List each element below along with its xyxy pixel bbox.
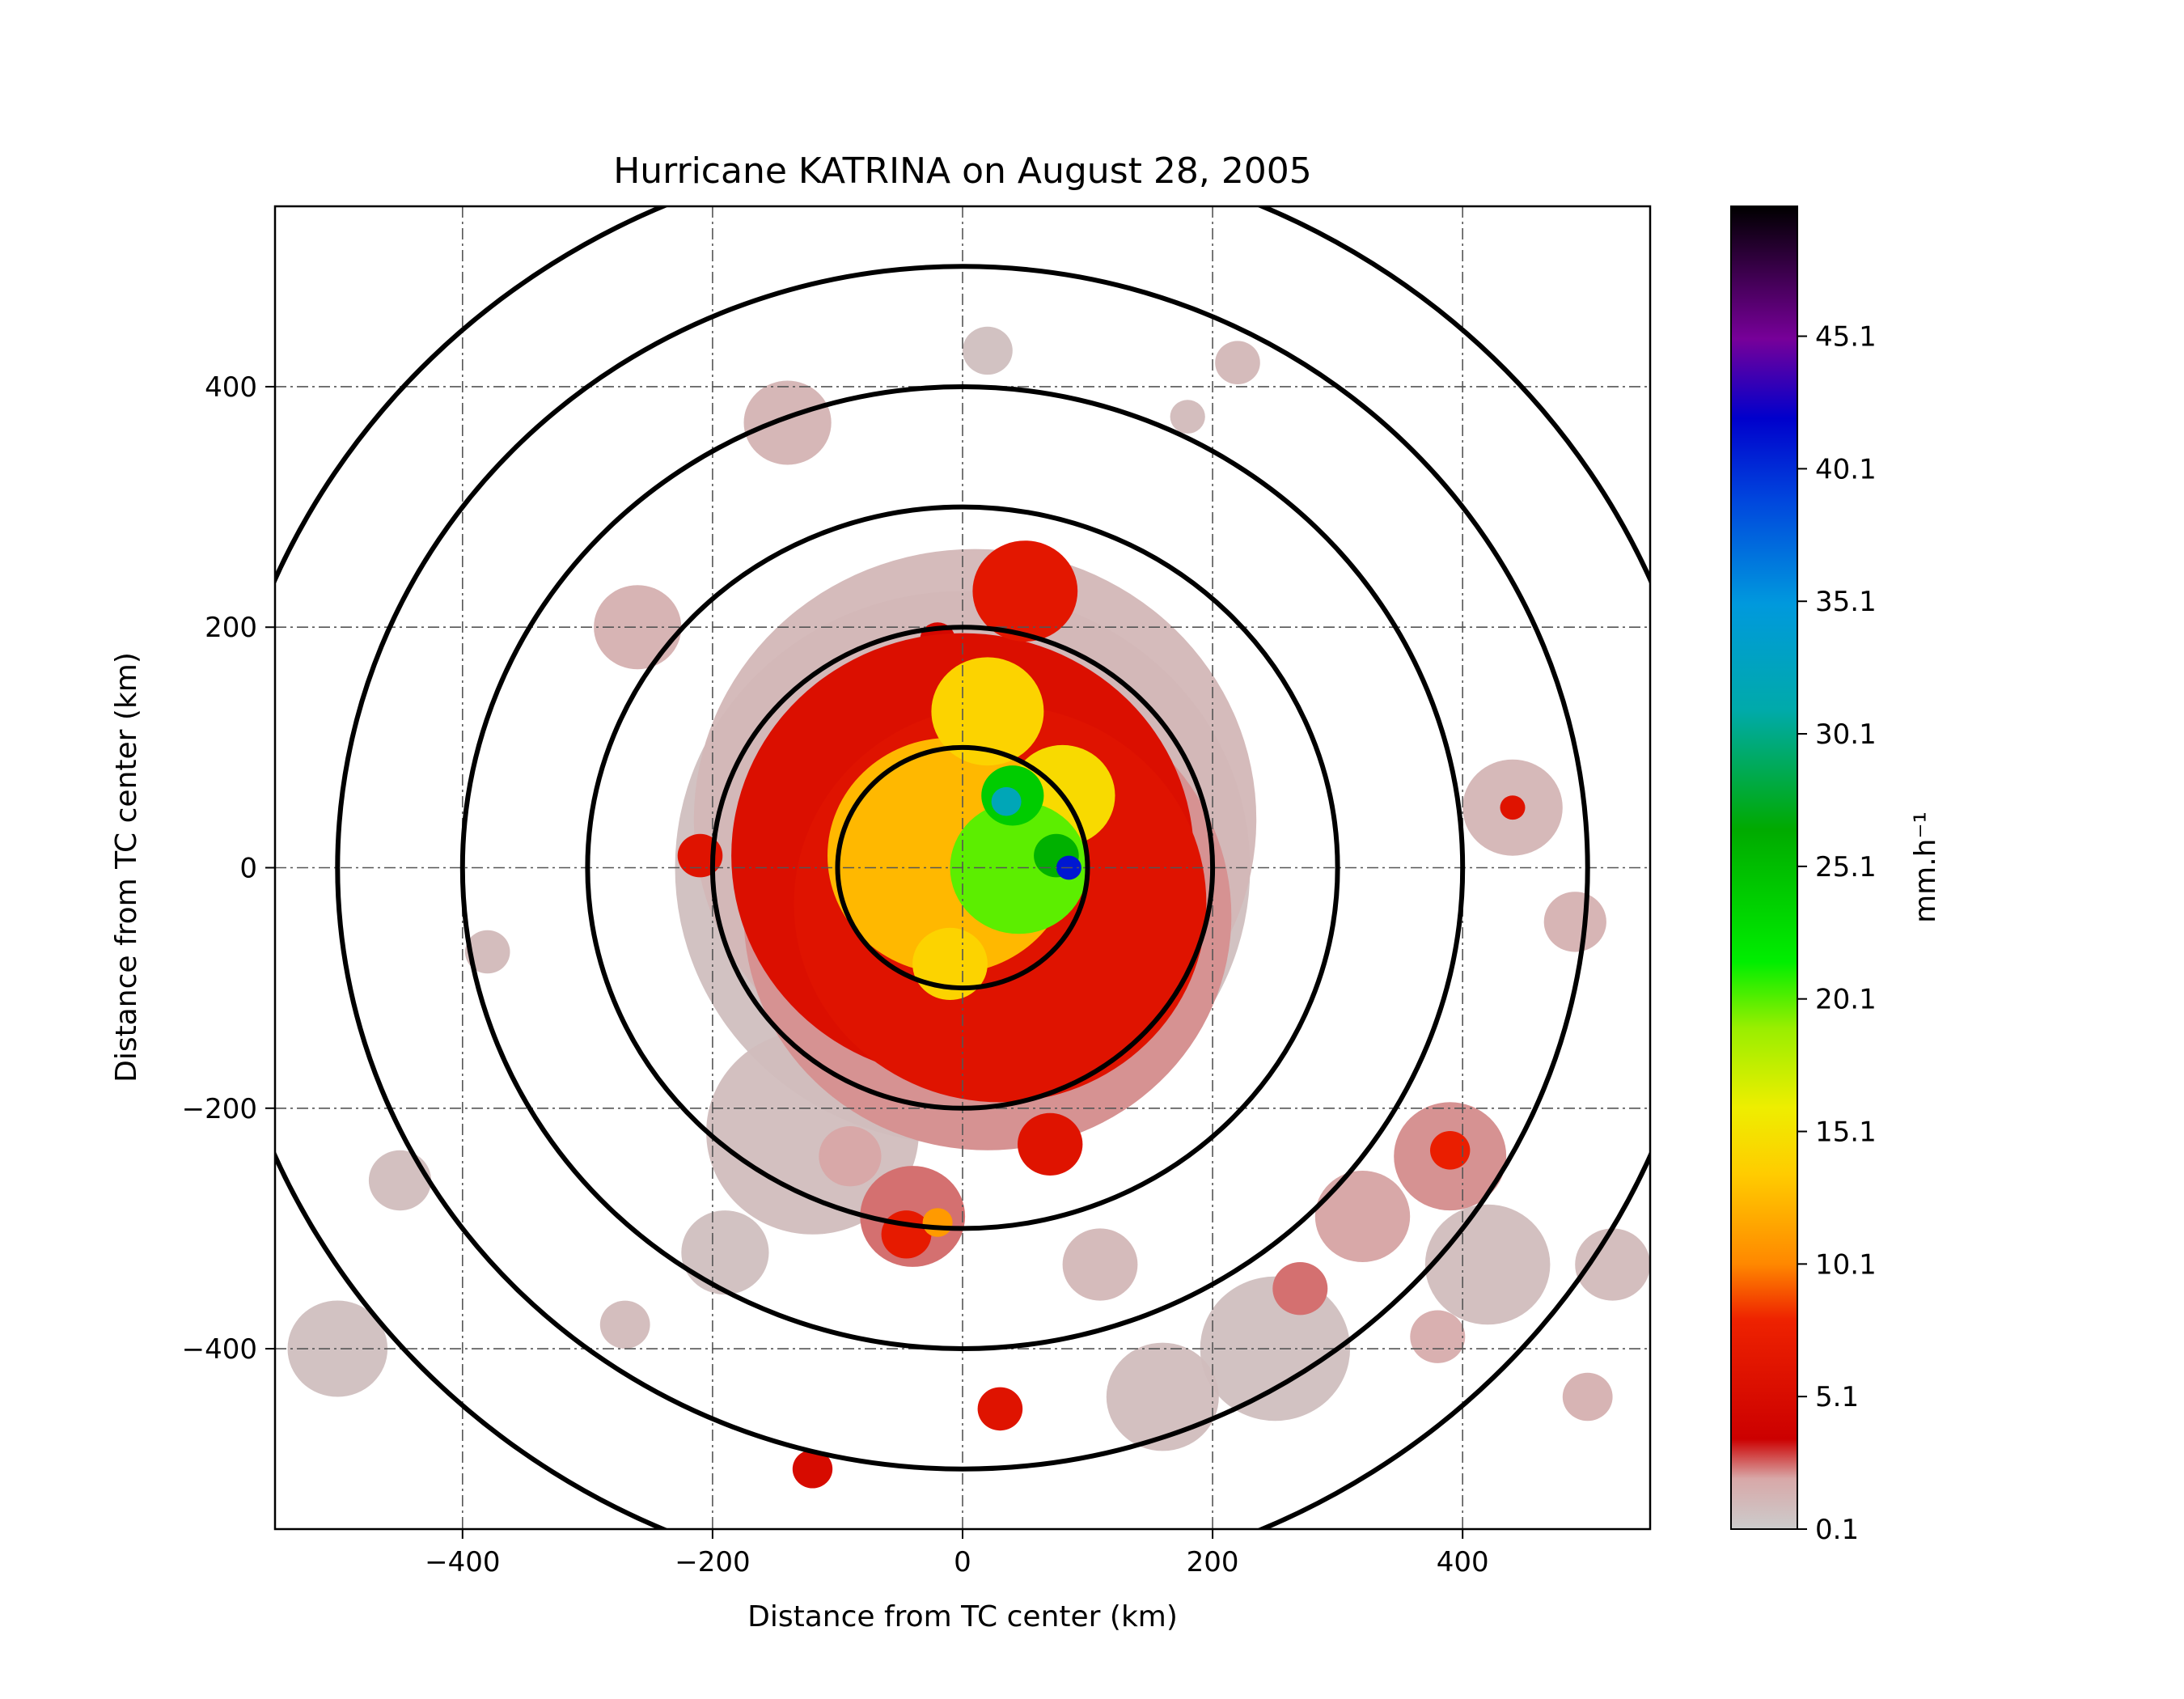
y-tick-label: 0 [239,853,257,885]
x-tick-label: 400 [1437,1546,1489,1578]
colorbar-tick-label: 15.1 [1815,1116,1877,1149]
colorbar-tick-label: 10.1 [1815,1248,1877,1281]
rain-cell [599,1300,650,1349]
rain-cell [1543,892,1606,952]
rain-cell [977,1387,1023,1431]
rain-cell [972,540,1078,642]
range-ring [585,504,1340,1231]
rain-cell [991,786,1022,816]
colorbar-tick-label: 35.1 [1815,586,1877,618]
rain-cell [287,1300,388,1397]
y-tick-label: 400 [205,371,257,404]
rain-cell [1272,1262,1328,1316]
rain-cell [368,1150,432,1211]
rain-cell [1424,1204,1551,1325]
rain-cell [1170,400,1205,434]
rain-cell [1562,1372,1613,1421]
chart-title: Hurricane KATRINA on August 28, 2005 [613,150,1312,192]
colorbar-tick-label: 5.1 [1815,1381,1859,1413]
rain-cell [681,1210,769,1295]
rain-cell [963,326,1013,375]
rain-cell [792,1449,833,1489]
colorbar-tick-label: 25.1 [1815,851,1877,883]
x-tick-label: −200 [675,1546,750,1578]
colorbar [1730,205,1798,1530]
rain-cell [819,1126,882,1187]
range-rings [275,206,1650,1529]
range-ring [835,744,1090,991]
x-axis-ticks: −400 −200 0 200 400 [425,1529,1489,1578]
rain-cell [1062,1228,1138,1301]
colorbar-tick-label: 45.1 [1815,321,1877,354]
range-ring [459,384,1466,1351]
colorbar-label: mm.h⁻¹ [1909,811,1942,923]
rain-cell [922,1208,953,1237]
rain-cell [464,930,510,974]
y-tick-label: −400 [182,1333,257,1366]
rain-cell [1018,1112,1083,1176]
rain-cell [1430,1131,1471,1170]
colorbar-tick-label: 0.1 [1815,1514,1859,1546]
y-tick-label: −200 [182,1093,257,1125]
rain-cell [1106,1342,1219,1451]
range-ring [335,264,1590,1472]
rain-cell [1215,341,1260,385]
colorbar-ticks: 0.1 5.1 10.1 15.1 20.1 25.1 30.1 35.1 40.1 45.1 [1797,321,1877,1546]
colorbar-tick-label: 30.1 [1815,718,1877,751]
colorbar-tick-label: 20.1 [1815,984,1877,1016]
colorbar-tick-label: 40.1 [1815,453,1877,485]
rain-cell [594,585,682,670]
x-tick-label: 0 [954,1546,971,1578]
rain-cell [1575,1228,1650,1301]
rain-cell [1410,1310,1466,1363]
rain-cell [1500,795,1526,820]
y-axis-ticks: −400 −200 0 200 400 [182,371,275,1366]
x-axis-label: Distance from TC center (km) [747,1600,1178,1633]
rain-cell [931,657,1044,766]
rain-cell [743,380,832,465]
y-tick-label: 200 [205,612,257,644]
rain-cell [1314,1171,1411,1262]
range-ring [709,625,1216,1111]
y-axis-label: Distance from TC center (km) [110,652,143,1083]
x-tick-label: 200 [1187,1546,1239,1578]
x-tick-label: −400 [425,1546,500,1578]
